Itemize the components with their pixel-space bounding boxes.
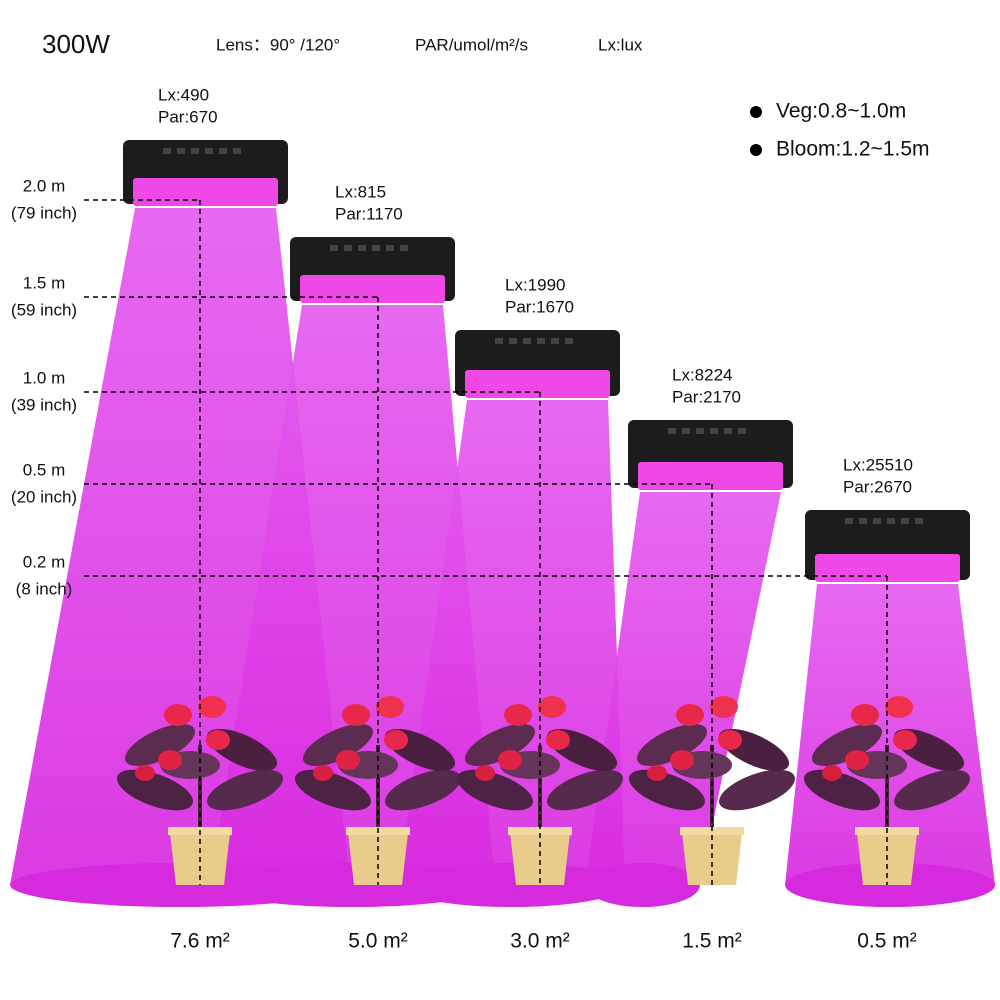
height-guides: 2.0 m (79 inch) 1.5 m (59 inch) 1.0 m (39 inc… bbox=[11, 176, 888, 885]
lux-unit: Lx:lux bbox=[598, 35, 643, 54]
height-inches: (59 inch) bbox=[11, 300, 77, 319]
area-label: 0.5 m² bbox=[857, 930, 917, 953]
area-label: 5.0 m² bbox=[348, 930, 408, 953]
height-meters: 1.0 m bbox=[23, 368, 66, 387]
vent bbox=[887, 518, 895, 524]
lux-label: Lx:8224 bbox=[672, 365, 733, 384]
vent bbox=[523, 338, 531, 344]
lux-label: Lx:490 bbox=[158, 85, 209, 104]
vent bbox=[233, 148, 241, 154]
vent bbox=[509, 338, 517, 344]
par-label: Par:2170 bbox=[672, 387, 741, 406]
lamp bbox=[628, 420, 793, 490]
vent bbox=[565, 338, 573, 344]
vent bbox=[696, 428, 704, 434]
light-cone bbox=[785, 584, 995, 885]
vent bbox=[163, 148, 171, 154]
vent bbox=[551, 338, 559, 344]
lux-label: Lx:25510 bbox=[843, 455, 913, 474]
area-label: 3.0 m² bbox=[510, 930, 570, 953]
lamp-panel bbox=[133, 178, 278, 206]
lamp bbox=[123, 140, 288, 206]
par-unit: PAR/umol/m²/s bbox=[415, 35, 528, 54]
height-meters: 0.2 m bbox=[23, 552, 66, 571]
height-inches: (20 inch) bbox=[11, 487, 77, 506]
vent bbox=[901, 518, 909, 524]
height-meters: 2.0 m bbox=[23, 176, 66, 195]
vent bbox=[710, 428, 718, 434]
vent bbox=[845, 518, 853, 524]
height-inches: (39 inch) bbox=[11, 395, 77, 414]
lamp bbox=[290, 237, 455, 303]
light-cone bbox=[585, 492, 781, 885]
lamp-panel bbox=[638, 462, 783, 490]
height-inches: (8 inch) bbox=[16, 579, 73, 598]
lux-label: Lx:1990 bbox=[505, 275, 566, 294]
height-meters: 0.5 m bbox=[23, 460, 66, 479]
height-inches: (79 inch) bbox=[11, 203, 77, 222]
light-spot bbox=[398, 863, 625, 907]
lamp-panel bbox=[465, 370, 610, 398]
vent bbox=[400, 245, 408, 251]
lux-label: Lx:815 bbox=[335, 182, 386, 201]
lamps: Lx:490 Par:670 7.6 m² Lx:815 Par:1170 5.0 m² L… bbox=[123, 85, 970, 953]
legend-dot bbox=[750, 106, 762, 118]
light-spot bbox=[585, 863, 700, 907]
vent bbox=[330, 245, 338, 251]
legend-label: Veg:0.8~1.0m bbox=[776, 100, 906, 123]
vent bbox=[682, 428, 690, 434]
area-label: 1.5 m² bbox=[682, 930, 742, 953]
vent bbox=[358, 245, 366, 251]
lamp-panel bbox=[300, 275, 445, 303]
par-label: Par:1670 bbox=[505, 297, 574, 316]
vent bbox=[724, 428, 732, 434]
vent bbox=[205, 148, 213, 154]
area-label: 7.6 m² bbox=[170, 930, 230, 953]
vent bbox=[915, 518, 923, 524]
vent bbox=[537, 338, 545, 344]
lamp-panel bbox=[815, 554, 960, 582]
vent bbox=[386, 245, 394, 251]
vent bbox=[873, 518, 881, 524]
power: 300W bbox=[42, 29, 110, 59]
lamp bbox=[805, 510, 970, 582]
legend-label: Bloom:1.2~1.5m bbox=[776, 138, 930, 161]
par-label: Par:1170 bbox=[335, 204, 403, 223]
height-meters: 1.5 m bbox=[23, 273, 66, 292]
light-cones bbox=[10, 208, 995, 907]
vent bbox=[344, 245, 352, 251]
par-label: Par:2670 bbox=[843, 477, 912, 496]
vent bbox=[738, 428, 746, 434]
vent bbox=[191, 148, 199, 154]
vent bbox=[495, 338, 503, 344]
lens: Lens：90° /120° bbox=[216, 35, 340, 54]
vent bbox=[372, 245, 380, 251]
legend-dot bbox=[750, 144, 762, 156]
vent bbox=[668, 428, 676, 434]
par-label: Par:670 bbox=[158, 107, 218, 126]
vent bbox=[859, 518, 867, 524]
vent bbox=[177, 148, 185, 154]
vent bbox=[219, 148, 227, 154]
lamp bbox=[455, 330, 620, 398]
